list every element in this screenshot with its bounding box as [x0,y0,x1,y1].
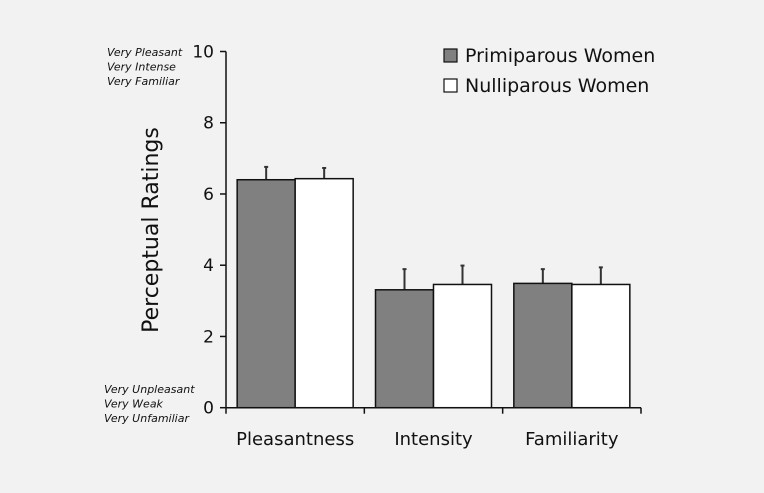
y-tick-label: 10 [192,43,214,63]
legend-label: Primiparous Women [465,45,655,67]
bar [236,178,296,409]
legend-swatch [443,78,458,93]
bar [571,283,631,409]
scale-anchor-bottom: Very Unpleasant [104,383,195,396]
y-tick-label: 8 [203,114,214,134]
bar [294,177,354,409]
y-axis-label: Perceptual Ratings [139,127,164,333]
bar [374,289,435,409]
bar [432,283,493,409]
x-tick-label: Intensity [394,429,473,450]
x-tick-label: Familiarity [525,429,619,450]
bar [513,282,573,409]
scale-anchor-top: Very Intense [107,61,176,74]
x-tick-label: Pleasantness [236,429,354,450]
scale-anchor-bottom: Very Unfamiliar [104,412,190,425]
scale-anchor-bottom: Very Weak [104,398,164,411]
scale-anchor-top: Very Pleasant [107,46,183,59]
y-tick-label: 4 [203,256,214,276]
legend-swatch [443,48,458,63]
y-tick-label: 0 [203,399,214,419]
y-tick-label: 2 [203,327,214,347]
legend-label: Nulliparous Women [465,75,649,97]
scale-anchor-top: Very Familiar [107,75,181,88]
y-tick-label: 6 [203,185,214,205]
